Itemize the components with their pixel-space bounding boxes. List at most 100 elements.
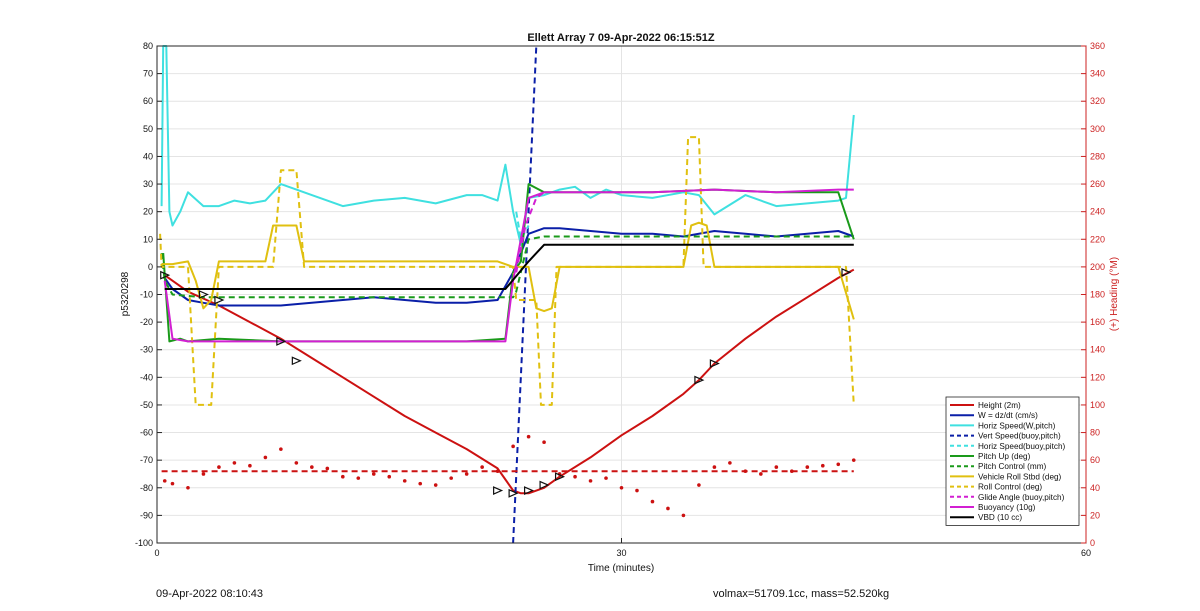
y-tick-label-left: -30 bbox=[140, 345, 153, 355]
y-tick-label-left: -50 bbox=[140, 400, 153, 410]
heading-point bbox=[820, 463, 825, 468]
x-axis-label: Time (minutes) bbox=[588, 563, 654, 574]
y-tick-label-right: 260 bbox=[1090, 179, 1105, 189]
heading-point bbox=[325, 466, 330, 471]
y-tick-label-right: 100 bbox=[1090, 400, 1105, 410]
series-5-line bbox=[160, 235, 854, 299]
y-tick-label-right: 220 bbox=[1090, 234, 1105, 244]
heading-point bbox=[480, 465, 484, 469]
chart-title: Ellett Array 7 09-Apr-2022 06:15:51Z bbox=[527, 32, 715, 44]
y-axis-label-right: (+) Heading (°M) bbox=[1109, 257, 1120, 331]
heading-point bbox=[418, 481, 423, 486]
y-tick-label-right: 360 bbox=[1090, 41, 1105, 51]
legend-label: Pitch Control (mm) bbox=[978, 462, 1047, 471]
heading-point bbox=[851, 458, 856, 462]
heading-point bbox=[186, 485, 190, 490]
heading-point bbox=[712, 465, 717, 469]
y-tick-label-right: 300 bbox=[1090, 124, 1105, 134]
legend-label: Glide Angle (buoy,pitch) bbox=[978, 493, 1065, 502]
heading-point bbox=[201, 472, 206, 476]
y-tick-label-left: -70 bbox=[140, 455, 153, 465]
heading-point bbox=[170, 481, 175, 486]
height-markers bbox=[160, 267, 852, 498]
y-tick-label-left: -80 bbox=[140, 483, 153, 493]
heading-point bbox=[542, 440, 546, 445]
series-1-line bbox=[163, 227, 855, 307]
heading-point bbox=[681, 513, 686, 518]
heading-point bbox=[526, 434, 531, 439]
y-tick-label-left: 10 bbox=[143, 234, 153, 244]
heading-point bbox=[449, 476, 453, 480]
heading-point bbox=[836, 462, 841, 467]
y-tick-label-right: 180 bbox=[1090, 290, 1105, 300]
heading-point bbox=[433, 483, 438, 487]
heading-points bbox=[162, 434, 856, 518]
heading-point bbox=[666, 506, 670, 511]
legend-label: Roll Control (deg) bbox=[978, 483, 1042, 492]
y-tick-label-left: 0 bbox=[148, 262, 153, 272]
series-7-line bbox=[161, 221, 855, 320]
series-layer bbox=[159, 45, 856, 544]
height-marker bbox=[841, 267, 852, 277]
legend-label: Pitch Up (deg) bbox=[978, 452, 1031, 461]
heading-point bbox=[232, 461, 237, 465]
heading-point bbox=[728, 461, 732, 465]
y-tick-label-right: 340 bbox=[1090, 69, 1105, 79]
y-tick-label-right: 140 bbox=[1090, 345, 1105, 355]
heading-point bbox=[635, 488, 639, 493]
height-marker bbox=[694, 375, 705, 385]
heading-point bbox=[619, 485, 624, 490]
heading-point bbox=[697, 483, 701, 487]
legend-label: Buoyancy (10g) bbox=[978, 503, 1036, 512]
heading-point bbox=[588, 479, 593, 483]
series-8-line bbox=[159, 136, 855, 406]
y-tick-label-right: 120 bbox=[1090, 372, 1105, 382]
legend-label: Height (2m) bbox=[978, 401, 1021, 410]
y-axis-label-left: p5320298 bbox=[120, 271, 131, 316]
legend-label: W = dz/dt (cm/s) bbox=[978, 411, 1038, 420]
height-marker bbox=[160, 270, 171, 280]
heading-point bbox=[371, 472, 376, 476]
heading-point bbox=[341, 474, 345, 479]
heading-point bbox=[604, 476, 608, 480]
y-tick-label-left: -90 bbox=[140, 510, 153, 520]
legend: Height (2m)W = dz/dt (cm/s)Horiz Speed(W… bbox=[945, 396, 1080, 526]
series-10-line bbox=[163, 188, 854, 343]
height-marker bbox=[493, 486, 504, 495]
axes-layer: 0 30 60-100-90-80-70-60-50-40-30-20-100102… bbox=[135, 41, 1105, 558]
y-tick-label-right: 20 bbox=[1090, 510, 1100, 520]
y-tick-label-right: 40 bbox=[1090, 483, 1100, 493]
heading-point bbox=[162, 479, 167, 483]
y-tick-label-left: 40 bbox=[143, 151, 153, 161]
y-tick-label-right: 0 bbox=[1090, 538, 1095, 548]
heading-point bbox=[759, 472, 763, 476]
heading-point bbox=[650, 499, 655, 504]
height-marker bbox=[709, 359, 720, 368]
heading-point bbox=[217, 465, 221, 469]
heading-point bbox=[356, 476, 361, 480]
heading-point bbox=[805, 465, 810, 469]
heading-point bbox=[279, 447, 283, 451]
x-tick-label: 60 bbox=[1081, 548, 1091, 558]
y-tick-label-left: -20 bbox=[140, 317, 153, 327]
heading-point bbox=[248, 463, 252, 468]
y-tick-label-left: -10 bbox=[140, 290, 153, 300]
y-tick-label-left: -60 bbox=[140, 428, 153, 438]
footer-timestamp: 09-Apr-2022 08:10:43 bbox=[156, 588, 264, 600]
y-tick-label-right: 280 bbox=[1090, 151, 1105, 161]
legend-label: Vert Speed(buoy,pitch) bbox=[978, 432, 1061, 441]
heading-point bbox=[573, 474, 577, 479]
y-tick-label-left: 70 bbox=[143, 69, 153, 79]
heading-point bbox=[310, 465, 314, 469]
y-tick-label-left: 60 bbox=[143, 96, 153, 106]
height-marker bbox=[523, 486, 535, 495]
y-tick-label-left: 50 bbox=[143, 124, 153, 134]
x-tick-label: 30 bbox=[616, 548, 626, 558]
x-tick-label: 0 bbox=[154, 548, 159, 558]
legend-label: Horiz Speed(buoy,pitch) bbox=[978, 442, 1065, 451]
y-tick-label-right: 80 bbox=[1090, 428, 1100, 438]
footer-vehicle-info: volmax=51709.1cc, mass=52.520kg bbox=[713, 588, 890, 600]
legend-label: Horiz Speed(W,pitch) bbox=[978, 421, 1056, 430]
legend-label: VBD (10 cc) bbox=[978, 513, 1022, 522]
